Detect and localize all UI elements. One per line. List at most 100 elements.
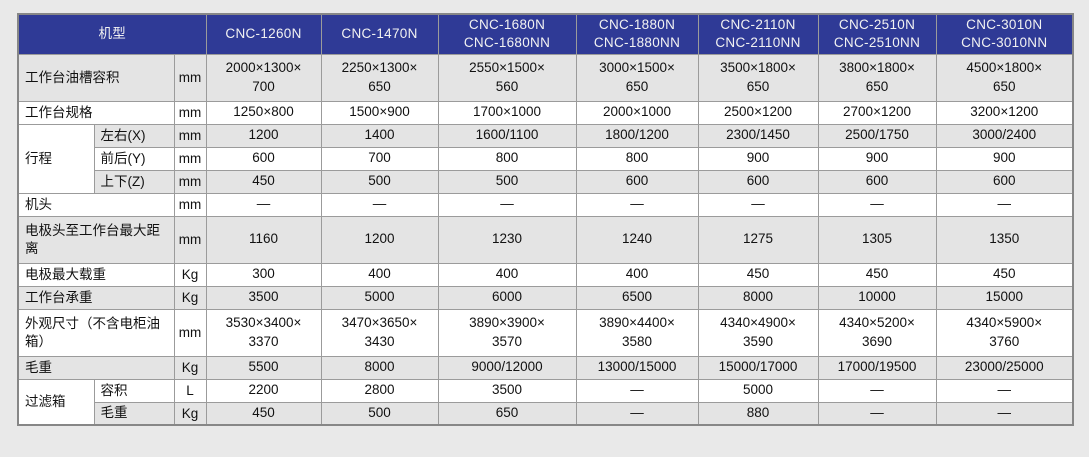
value-cell: —: [935, 378, 1074, 403]
value-cell: 1240: [575, 215, 699, 264]
value-cell: 3890×3900× 3570: [437, 308, 577, 357]
value-cell: —: [935, 401, 1074, 426]
unit-cell: Kg: [173, 355, 207, 380]
value-cell: —: [575, 378, 699, 403]
value-cell: 2200: [205, 378, 322, 403]
unit-cell: Kg: [173, 262, 207, 287]
value-cell: 9000/12000: [437, 355, 577, 380]
value-cell: 900: [817, 146, 937, 171]
value-cell: 880: [697, 401, 819, 426]
value-cell: —: [697, 192, 819, 217]
value-cell: 1350: [935, 215, 1074, 264]
row-label: 外观尺寸（不含电柜油箱）: [17, 308, 175, 357]
value-cell: 1250×800: [205, 100, 322, 125]
unit-cell: Kg: [173, 401, 207, 426]
row-label: 工作台规格: [17, 100, 175, 125]
value-cell: 15000: [935, 285, 1074, 310]
value-cell: 400: [320, 262, 439, 287]
unit-cell: mm: [173, 192, 207, 217]
value-cell: 3530×3400× 3370: [205, 308, 322, 357]
model-column-header: CNC-2110N CNC-2110NN: [697, 13, 819, 55]
value-cell: 600: [817, 169, 937, 194]
value-cell: 1400: [320, 123, 439, 148]
model-column-header: CNC-1260N: [205, 13, 322, 55]
spec-row: 行程 左右(X) mm 1200 1400 1600/1100 1800/1200 2300/…: [17, 123, 1074, 194]
value-cell: 6000: [437, 285, 577, 310]
row-label: 工作台承重: [17, 285, 175, 310]
value-cell: 600: [935, 169, 1074, 194]
spec-row: 前后(Y) mm 600 700 800 800 900 900 900: [18, 146, 1074, 171]
value-cell: 23000/25000: [935, 355, 1074, 380]
model-column-header: CNC-1470N: [320, 13, 439, 55]
row-label: 电极最大载重: [17, 262, 175, 287]
value-cell: 1500×900: [320, 100, 439, 125]
value-cell: 1200: [205, 123, 322, 148]
value-cell: 3470×3650× 3430: [320, 308, 439, 357]
model-column-header: CNC-2510N CNC-2510NN: [817, 13, 937, 55]
unit-cell: mm: [173, 53, 207, 102]
value-cell: 2300/1450: [697, 123, 819, 148]
row-label: 毛重: [17, 355, 175, 380]
unit-cell: mm: [173, 146, 207, 171]
value-cell: 3500: [205, 285, 322, 310]
value-cell: 800: [575, 146, 699, 171]
spec-row: 过滤箱 容积 L 2200 2800 3500—5000— —: [17, 378, 1074, 426]
value-cell: 1700×1000: [437, 100, 577, 125]
unit-cell: mm: [173, 169, 207, 194]
value-cell: 2500×1200: [697, 100, 819, 125]
value-cell: 3890×4400× 3580: [575, 308, 699, 357]
value-cell: 1275: [697, 215, 819, 264]
value-cell: 3500×1800× 650: [697, 53, 819, 102]
value-cell: 1800/1200: [575, 123, 699, 148]
value-cell: 400: [437, 262, 577, 287]
value-cell: —: [437, 192, 577, 217]
value-cell: 17000/19500: [817, 355, 937, 380]
value-cell: 450: [935, 262, 1074, 287]
value-cell: 5000: [320, 285, 439, 310]
value-cell: 5000: [697, 378, 819, 403]
value-cell: 2000×1300× 700: [205, 53, 322, 102]
row-sublabel: 毛重: [93, 401, 175, 426]
value-cell: —: [320, 192, 439, 217]
value-cell: 450: [205, 169, 322, 194]
spec-row: 外观尺寸（不含电柜油箱） mm 3530×3400× 3370 3470×3650× …: [17, 308, 1074, 357]
model-column-header: CNC-1680N CNC-1680NN: [437, 13, 577, 55]
unit-cell: Kg: [173, 285, 207, 310]
value-cell: 10000: [817, 285, 937, 310]
value-cell: 2800: [320, 378, 439, 403]
value-cell: 450: [697, 262, 819, 287]
value-cell: 5500: [205, 355, 322, 380]
value-cell: 650: [437, 401, 577, 426]
value-cell: 15000/17000: [697, 355, 819, 380]
value-cell: 4500×1800× 650: [935, 53, 1074, 102]
model-column-label: 机型: [17, 13, 207, 55]
value-cell: 500: [320, 169, 439, 194]
value-cell: 1305: [817, 215, 937, 264]
value-cell: 2500/1750: [817, 123, 937, 148]
value-cell: 13000/15000: [575, 355, 699, 380]
value-cell: 2250×1300× 650: [320, 53, 439, 102]
spec-row: 工作台规格 mm 1250×800 1500×900 1700×1000 2000×100…: [17, 100, 1074, 125]
row-group-label: 行程: [17, 123, 95, 194]
spec-row: 毛重 Kg 450 500 650—880— —: [18, 401, 1074, 426]
spec-row: 电极头至工作台最大距离 mm 1160 1200 1230 1240 1275 1305 135…: [17, 215, 1074, 264]
value-cell: 600: [205, 146, 322, 171]
value-cell: 3800×1800× 650: [817, 53, 937, 102]
value-cell: —: [205, 192, 322, 217]
value-cell: 800: [437, 146, 577, 171]
value-cell: 8000: [320, 355, 439, 380]
value-cell: 8000: [697, 285, 819, 310]
spec-row: 工作台油槽容积 mm 2000×1300× 700 2250×1300× 650 255…: [17, 53, 1074, 102]
value-cell: 900: [935, 146, 1074, 171]
value-cell: 3500: [437, 378, 577, 403]
value-cell: 600: [575, 169, 699, 194]
value-cell: —: [575, 401, 699, 426]
row-sublabel: 容积: [93, 378, 175, 403]
value-cell: 3000/2400: [935, 123, 1074, 148]
value-cell: 2000×1000: [575, 100, 699, 125]
spec-table: 机型 CNC-1260N CNC-1470N CNC-1680N CNC-1680N…: [17, 13, 1075, 426]
value-cell: 1230: [437, 215, 577, 264]
value-cell: 3200×1200: [935, 100, 1074, 125]
row-sublabel: 左右(X): [93, 123, 175, 148]
